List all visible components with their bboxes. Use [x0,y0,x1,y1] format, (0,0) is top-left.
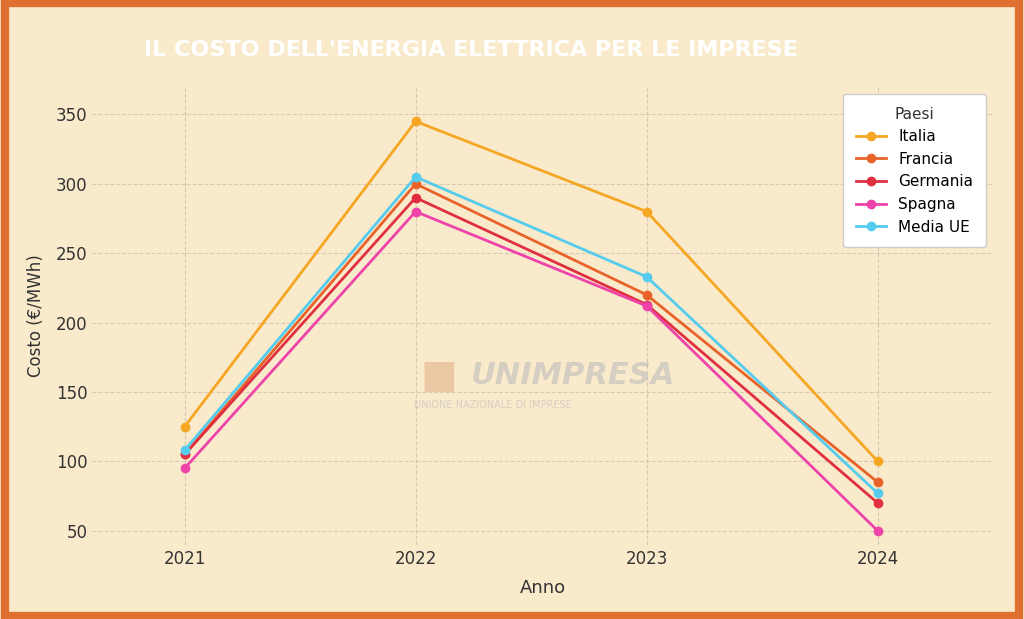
Legend: Italia, Francia, Germania, Spagna, Media UE: Italia, Francia, Germania, Spagna, Media… [844,94,986,247]
Francia [871,478,884,486]
Spagna [871,527,884,535]
Italia [641,208,653,215]
Germania [641,301,653,308]
Francia [178,451,190,458]
Francia [410,180,422,188]
Media UE [871,490,884,497]
Y-axis label: Costo (€/MWh): Costo (€/MWh) [27,254,45,377]
Spagna [410,208,422,215]
Francia [641,291,653,298]
Italia [178,423,190,430]
Text: IL COSTO DELL'ENERGIA ELETTRICA PER LE IMPRESE: IL COSTO DELL'ENERGIA ELETTRICA PER LE I… [144,40,798,59]
Line: Spagna: Spagna [180,207,882,535]
Text: UNIMPRESA: UNIMPRESA [471,361,675,390]
Spagna [641,302,653,310]
Text: ■: ■ [421,357,458,394]
Media UE [641,273,653,280]
Germania [410,194,422,201]
Germania [871,500,884,507]
Spagna [178,465,190,472]
Germania [178,451,190,458]
Italia [871,457,884,465]
Media UE [410,173,422,181]
Line: Francia: Francia [180,180,882,487]
Text: UNIONE NAZIONALE DI IMPRESE: UNIONE NAZIONALE DI IMPRESE [415,400,572,410]
Italia [410,118,422,125]
Line: Media UE: Media UE [180,173,882,498]
Line: Italia: Italia [180,117,882,465]
Media UE [178,447,190,454]
X-axis label: Anno: Anno [519,579,566,597]
Line: Germania: Germania [180,194,882,507]
